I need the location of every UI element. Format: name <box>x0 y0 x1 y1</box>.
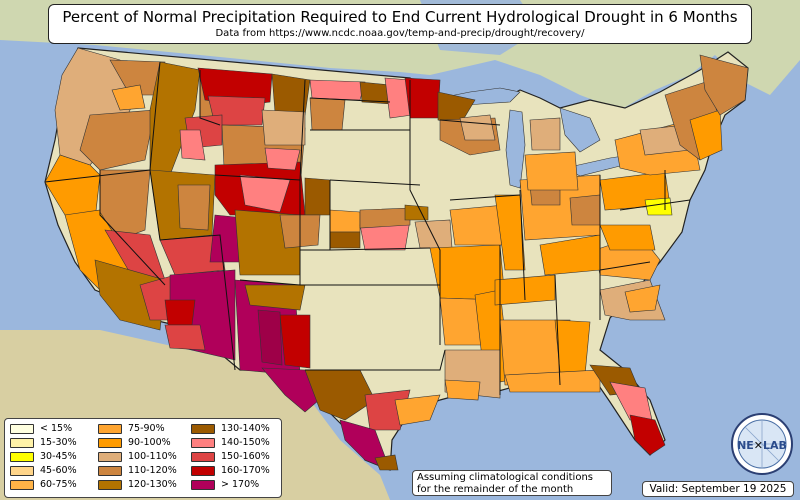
region-tx-coast <box>394 394 441 426</box>
legend-item: 15-30% <box>10 437 77 449</box>
region-az-red <box>164 299 196 326</box>
region-tx-bottom <box>374 454 399 471</box>
drought-regions <box>44 47 749 471</box>
region-ca-se-brown <box>94 259 166 331</box>
legend-item: 140-150% <box>191 437 270 449</box>
legend-item: 60-75% <box>10 479 77 491</box>
legend-swatch <box>10 465 34 476</box>
legend-item: 120-130% <box>98 479 177 491</box>
state-borders <box>44 61 691 395</box>
region-nm-strips <box>257 309 283 366</box>
legend-swatch <box>191 423 215 434</box>
region-ne-tan <box>359 207 411 229</box>
region-nm-brown <box>244 284 306 311</box>
region-ne-east <box>404 204 429 221</box>
legend-swatch <box>98 423 122 434</box>
legend-item: 30-45% <box>10 451 77 463</box>
legend-swatch <box>10 479 34 490</box>
region-wv <box>569 194 601 226</box>
region-maine <box>699 54 749 116</box>
region-md-yellow <box>644 197 673 216</box>
legend-swatch <box>191 451 215 462</box>
lake-michigan <box>505 109 526 189</box>
legend-swatch <box>10 451 34 462</box>
region-ne-brown <box>329 231 361 249</box>
legend-item: 130-140% <box>191 423 270 435</box>
region-gulf-coast <box>504 369 601 393</box>
region-wi-tan <box>459 114 496 141</box>
region-va <box>599 224 656 251</box>
legend-swatch <box>98 465 122 476</box>
map-subtitle: Data from https://www.ncdc.noaa.gov/temp… <box>215 28 585 39</box>
region-ne <box>329 209 361 233</box>
region-mo-north <box>449 204 506 246</box>
legend-swatch <box>98 437 122 448</box>
legend-item: < 15% <box>10 423 72 435</box>
region-mi-tan <box>529 117 561 151</box>
region-or-cent <box>79 109 156 171</box>
valid-date: Valid: September 19 2025 <box>642 481 794 497</box>
legend-item: 160-170% <box>191 465 270 477</box>
legend-swatch <box>10 437 34 448</box>
legend-item: 90-100% <box>98 437 171 449</box>
region-az-south <box>164 324 206 351</box>
title-box: Percent of Normal Precipitation Required… <box>48 4 752 44</box>
region-or-orange <box>111 84 146 111</box>
legend-swatch <box>10 423 34 434</box>
region-id-pink <box>179 129 206 161</box>
nexlab-logo <box>731 413 793 475</box>
region-nd-tan <box>309 97 346 131</box>
region-new-england <box>689 109 723 161</box>
legend-item: 110-120% <box>98 465 177 477</box>
legend-item: 75-90% <box>98 423 165 435</box>
legend-swatch <box>98 451 122 462</box>
region-sc-orange <box>624 284 661 313</box>
legend-item: > 170% <box>191 479 259 491</box>
legend-swatch <box>191 465 215 476</box>
legend-item: 150-160% <box>191 451 270 463</box>
region-ne-wy <box>304 177 331 216</box>
note-line-2: for the remainder of the month <box>417 484 574 495</box>
nexlab-logo-text: NE✕LAB <box>737 439 787 452</box>
assumption-note: Assuming climatological conditions for t… <box>412 470 612 496</box>
legend: < 15% 15-30% 30-45% 45-60% 60-75% 75-90%… <box>4 418 282 498</box>
region-la-orange <box>444 379 481 401</box>
region-nm-red <box>279 314 311 369</box>
legend-swatch <box>191 437 215 448</box>
region-il <box>494 194 526 271</box>
region-fl-south <box>629 414 666 456</box>
lake-huron <box>559 107 601 153</box>
region-wy-pink2 <box>264 147 301 171</box>
region-ia-tan <box>414 219 453 249</box>
region-mi <box>524 151 579 191</box>
legend-swatch <box>191 479 215 490</box>
legend-swatch <box>98 479 122 490</box>
legend-item: 100-110% <box>98 451 177 463</box>
region-ut-tan <box>177 184 211 231</box>
region-wy-tan <box>261 109 306 146</box>
region-al-strip <box>554 319 591 376</box>
map-title: Percent of Normal Precipitation Required… <box>62 8 738 26</box>
region-nd-pink <box>309 79 366 101</box>
note-line-1: Assuming climatological conditions <box>417 472 593 483</box>
legend-item: 45-60% <box>10 465 77 477</box>
